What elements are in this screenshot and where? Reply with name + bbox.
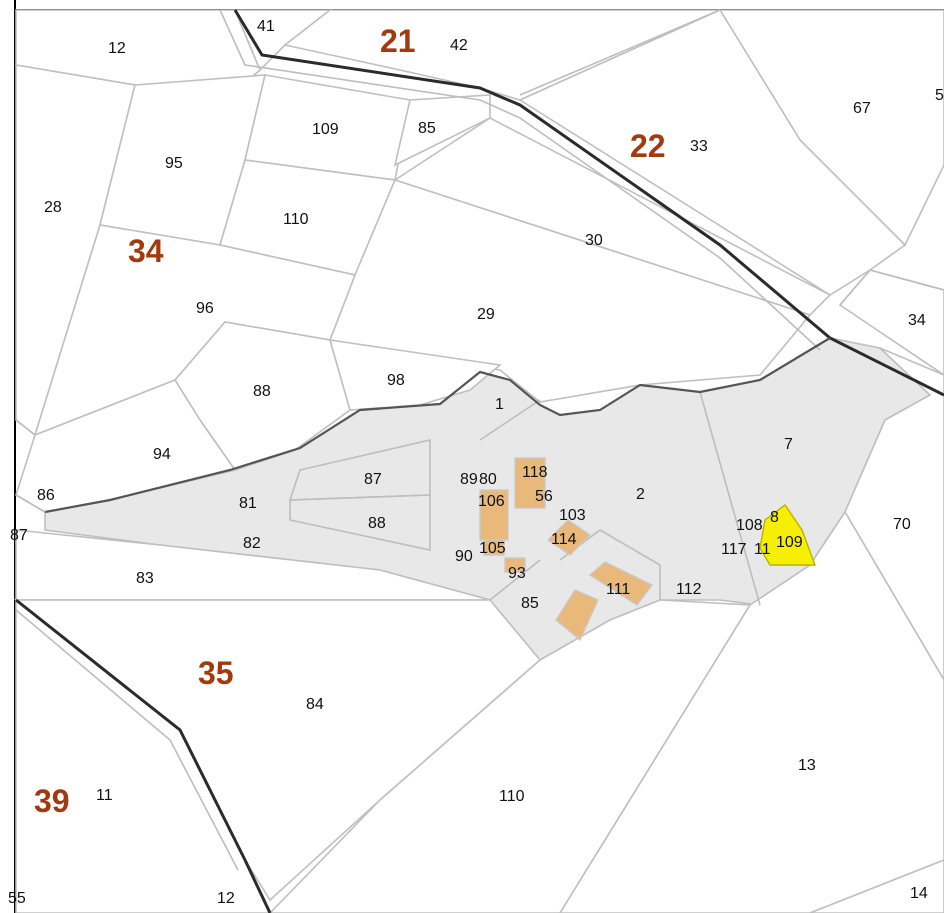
parcel-label: 1 (495, 396, 504, 413)
estate-subdivision-lines (479, 391, 761, 606)
parcel-label: 109 (776, 534, 803, 551)
road-main-edge (219, 9, 821, 351)
parcel-label: 90 (455, 548, 473, 565)
parcel-98[interactable] (328, 339, 502, 411)
parcel-label: 83 (136, 570, 154, 587)
estate-subdivision-88 (289, 494, 431, 551)
parcel-label: 2 (636, 486, 645, 503)
parcel-label: 109 (312, 121, 339, 138)
parcel-label: 98 (387, 372, 405, 389)
parcel-label: 81 (239, 495, 257, 512)
road-south-edge (15, 609, 239, 871)
parcel-label: 14 (910, 885, 928, 902)
parcel-label: 96 (196, 300, 214, 317)
parcel-label: 11 (96, 787, 113, 804)
parcel-label: 7 (784, 436, 793, 453)
section-35: 35 (198, 655, 234, 691)
parcel-label: 89 (460, 471, 478, 488)
parcel-label: 55 (8, 890, 26, 907)
parcel-label: 80 (479, 471, 497, 488)
building-114[interactable] (546, 519, 592, 556)
parcel-label: 56 (535, 488, 553, 505)
parcel-label: 88 (368, 515, 386, 532)
building-118[interactable] (514, 457, 546, 509)
parcel-label: 11 (754, 541, 771, 558)
parcel-label: 111 (606, 581, 630, 598)
parcel-label: 93 (508, 565, 526, 582)
parcel-label: 105 (479, 540, 506, 557)
parcel-14[interactable] (809, 859, 944, 913)
section-34: 34 (128, 233, 164, 269)
parcel-label: 103 (559, 507, 586, 524)
parcel-label: 117 (721, 541, 747, 558)
parcel-label: 8 (770, 509, 779, 526)
section-22: 22 (630, 128, 666, 164)
parcel-83[interactable] (15, 529, 491, 601)
parcel-label: 82 (243, 535, 261, 552)
parcel-label: 70 (893, 516, 911, 533)
parcel-label: 86 (37, 487, 55, 504)
parcel-label: 5 (935, 87, 944, 104)
building-105[interactable] (483, 539, 505, 556)
parcel-13[interactable] (559, 510, 944, 913)
parcel-label: 108 (736, 517, 763, 534)
parcel-label: 12 (108, 40, 126, 57)
parcel-label: 94 (153, 446, 171, 463)
building-93[interactable] (504, 557, 526, 573)
parcel-label: 87 (364, 471, 382, 488)
parcel-label: 30 (585, 232, 603, 249)
parcel-label: 112 (676, 581, 702, 598)
parcel-label: 88 (253, 383, 271, 400)
parcel-label: 34 (908, 312, 926, 329)
building-111[interactable] (588, 561, 654, 606)
parcel-label: 67 (853, 100, 871, 117)
parcel-label: 118 (522, 464, 548, 481)
parcel-label: 12 (217, 890, 235, 907)
parcel-label: 13 (798, 757, 816, 774)
parcel-label: 110 (283, 211, 309, 228)
parcel-label: 41 (257, 18, 275, 35)
map-border-left (14, 0, 16, 913)
parcel-label: 87 (10, 527, 28, 544)
parcel-label: 33 (690, 138, 708, 155)
road-west-edge (15, 419, 46, 513)
parcel-label: 106 (478, 493, 505, 510)
road-west (44, 337, 831, 514)
parcel-label: 42 (450, 37, 468, 54)
parcel-label: 114 (551, 531, 577, 548)
parcel-label: 28 (44, 199, 62, 216)
parcel-label: 29 (477, 306, 495, 323)
parcel-label: 85 (418, 120, 436, 137)
section-39: 39 (34, 783, 70, 819)
parcel-labels: 41 12 42 67 5 109 85 95 33 28 110 30 96 … (8, 18, 944, 907)
building-slab[interactable] (555, 589, 599, 642)
parcel-label: 95 (165, 155, 183, 172)
parcel-label: 85 (521, 595, 539, 612)
parcel-label: 110 (499, 788, 525, 805)
road-east-bend (839, 269, 944, 306)
section-21: 21 (380, 23, 416, 59)
boundary-southwest (15, 598, 272, 913)
selected-parcel-109[interactable] (759, 504, 817, 566)
parcel-label: 84 (306, 696, 324, 713)
